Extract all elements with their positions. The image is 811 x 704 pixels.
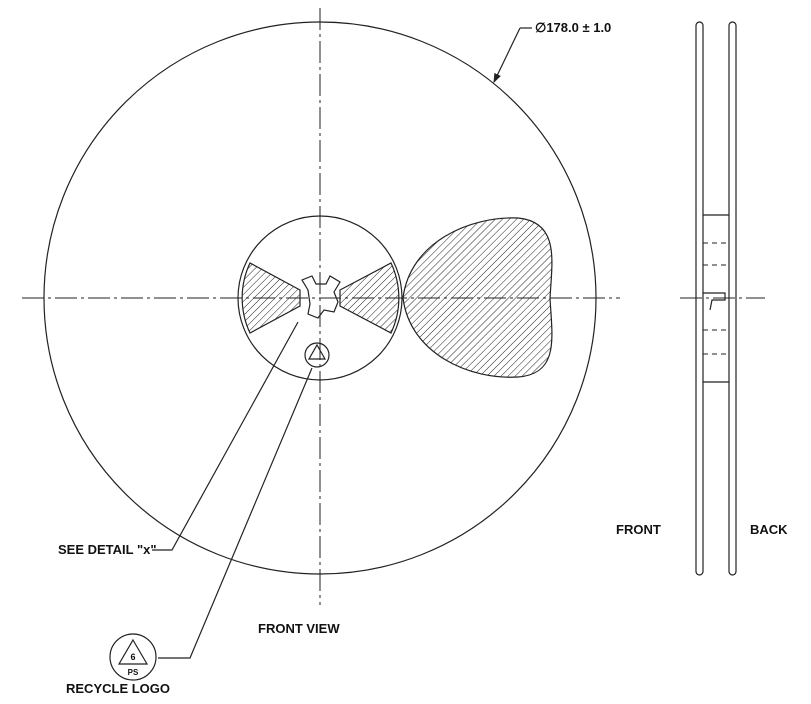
window-right xyxy=(402,217,553,378)
recycle-callout: RECYCLE LOGO xyxy=(66,681,170,696)
logo-code: PS xyxy=(128,668,139,677)
recycle-triangle xyxy=(117,638,149,665)
recycle-logo xyxy=(109,633,157,681)
logo-mark xyxy=(307,343,327,360)
window-left xyxy=(241,262,301,334)
hub-outline xyxy=(237,215,403,381)
dim-leader xyxy=(493,27,521,84)
front-view-label: FRONT VIEW xyxy=(258,621,340,636)
front-view: ∅178.0 ± 1.0 SEE DETAIL "x" 6 PS RECYCLE… xyxy=(22,8,620,696)
dimension: ∅178.0 ± 1.0 xyxy=(535,20,611,35)
hub-key xyxy=(703,292,726,311)
logo-leader xyxy=(158,367,313,659)
window-mid xyxy=(339,262,400,334)
side-view: FRONT BACK xyxy=(616,21,788,576)
hub-hole xyxy=(301,275,341,319)
logo-number: 6 xyxy=(130,652,135,662)
detail-callout: SEE DETAIL "x" xyxy=(58,542,157,557)
reel-outline xyxy=(43,21,597,575)
logo-boss xyxy=(304,342,330,368)
detail-leader xyxy=(152,321,299,551)
front-label: FRONT xyxy=(616,522,661,537)
back-label: BACK xyxy=(750,522,788,537)
